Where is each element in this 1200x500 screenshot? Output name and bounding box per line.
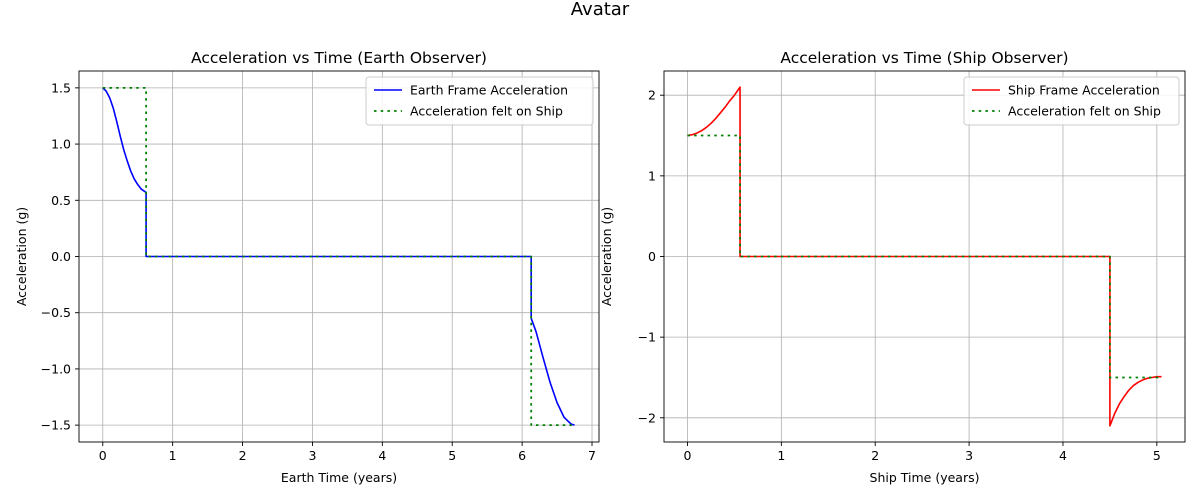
x-axis-label: Ship Time (years) [870,470,980,485]
y-tick-label: −1 [638,330,656,345]
x-tick-label: 3 [308,448,316,463]
x-tick-label: 4 [1059,448,1067,463]
y-tick-label: −0.5 [41,305,71,320]
x-tick-label: 7 [588,448,596,463]
y-tick-label: 0.5 [51,193,71,208]
plot-earth-observer: 0 1 2 3 4 5 6 7 1.5 1.0 0.5 0.0 −0.5 −1.0 −1.5 Accelera… [14,49,600,485]
plot-title: Acceleration vs Time (Ship Observer) [780,49,1068,67]
legend: Earth Frame Acceleration Acceleration fel… [365,76,594,126]
legend-label: Acceleration felt on Ship [1008,104,1161,119]
x-tick-label: 5 [1153,448,1161,463]
legend-box [365,76,594,126]
y-tick-label: 0.0 [51,249,71,264]
legend-label: Earth Frame Acceleration [410,83,568,98]
x-tick-label: 2 [239,448,247,463]
y-tick-label: 1.0 [51,137,71,152]
legend-box [963,76,1180,126]
x-tick-label: 2 [871,448,879,463]
y-axis-label: Acceleration (g) [599,207,614,306]
y-axis-label: Acceleration (g) [14,207,29,306]
y-tick-label: 1.5 [51,80,71,95]
y-tick-label: 2 [648,88,656,103]
x-tick-label: 6 [518,448,526,463]
x-tick-label: 5 [448,448,456,463]
series-line-felt [102,86,575,427]
x-tick-label: 0 [683,448,691,463]
y-tick-label: −2 [638,410,656,425]
x-axis-label: Earth Time (years) [281,470,397,485]
x-tick-label: 1 [169,448,177,463]
y-tick-label: 1 [648,168,656,183]
x-tick-label: 0 [99,448,107,463]
legend-label: Ship Frame Acceleration [1008,83,1160,98]
series-line-frame [687,86,1162,427]
x-tick-label: 4 [378,448,386,463]
legend-label: Acceleration felt on Ship [410,104,563,119]
plot-ship-observer: 0 1 2 3 4 5 2 1 0 −1 −2 Acceleration vs Time (Ship … [599,49,1186,485]
series-line-frame [102,87,575,426]
plot-title: Acceleration vs Time (Earth Observer) [191,49,487,67]
y-tick-label: 0 [648,249,656,264]
figure-title: Avatar [571,0,630,20]
y-tick-label: −1.5 [41,418,71,433]
legend: Ship Frame Acceleration Acceleration felt… [963,76,1180,126]
x-tick-label: 3 [965,448,973,463]
x-tick-label: 1 [777,448,785,463]
y-tick-label: −1.0 [41,361,71,376]
